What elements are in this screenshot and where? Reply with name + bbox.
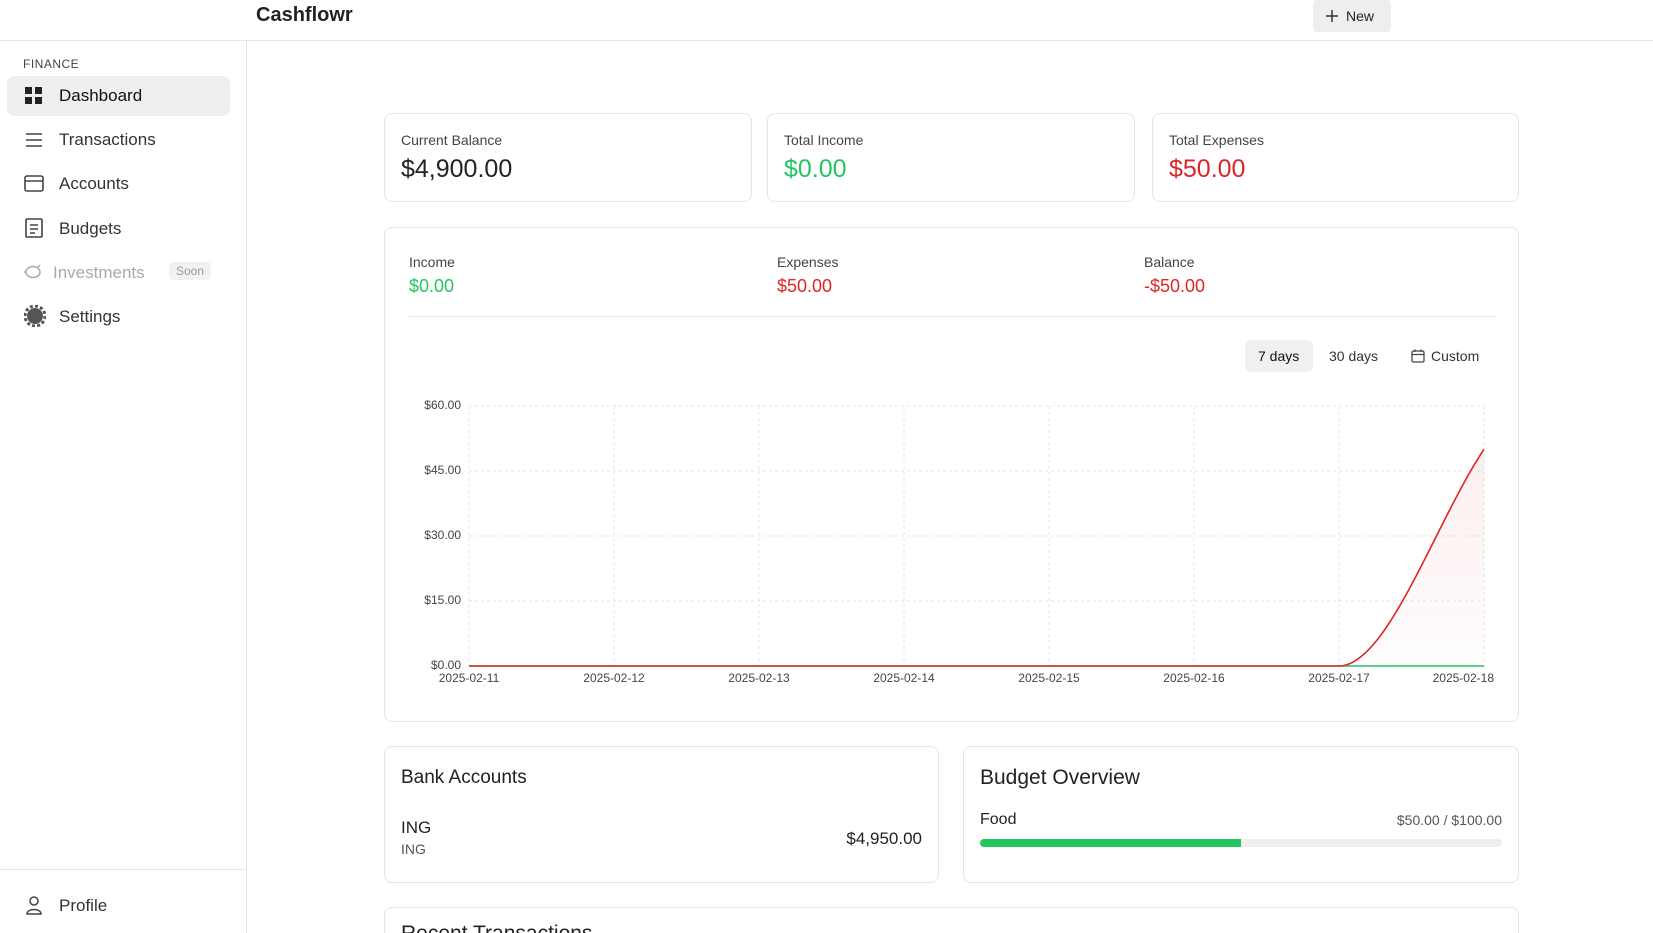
- area: [469, 449, 1484, 666]
- soon-badge: Soon: [169, 262, 212, 280]
- y-tick-label: $60.00: [424, 398, 461, 412]
- nav-active-bg: [7, 76, 230, 116]
- sidebar-border: [246, 40, 247, 933]
- series-line: [468, 448, 1485, 667]
- y-tick-label: $45.00: [424, 463, 461, 477]
- budget-amount: $50.00 / $100.00: [1396, 812, 1502, 828]
- stat-label: Current Balance: [401, 132, 503, 148]
- nav-item[interactable]: Settings: [59, 307, 121, 326]
- calendar-icon: [1411, 349, 1425, 363]
- budget-card: Budget Overview Food $50.00 / $100.00: [963, 746, 1519, 883]
- y-tick-label: $30.00: [424, 528, 461, 542]
- stat-card: Total Income $0.00: [767, 113, 1135, 202]
- nav-item[interactable]: Dashboard: [59, 86, 143, 105]
- recent-transactions-card: Recent Transactions: [384, 907, 1519, 933]
- summary-label: Income: [409, 254, 455, 270]
- card-title: Bank Accounts: [401, 767, 527, 788]
- stat-value: $0.00: [784, 155, 847, 183]
- nav-item[interactable]: Transactions: [59, 130, 156, 149]
- sidebar-footer-border: [0, 869, 246, 870]
- summary-divider: [409, 316, 1496, 317]
- profile-icon: [26, 896, 42, 915]
- summary-value: $50.00: [777, 276, 833, 296]
- x-tick-label: 2025-02-11: [439, 671, 500, 685]
- stat-card: Total Expenses $50.00: [1152, 113, 1519, 202]
- nav-item[interactable]: Accounts: [59, 174, 129, 193]
- new-button[interactable]: New: [1313, 0, 1391, 32]
- x-tick-label: 2025-02-16: [1163, 671, 1225, 685]
- nav-item[interactable]: Budgets: [59, 219, 122, 238]
- range-button[interactable]: Custom: [1431, 348, 1480, 364]
- account-name: ING: [401, 818, 432, 837]
- dashboard-icon: [25, 87, 42, 104]
- card-title: Budget Overview: [980, 766, 1140, 789]
- stat-label: Total Expenses: [1169, 132, 1264, 148]
- transactions-icon: [26, 133, 42, 147]
- summary-value: -$50.00: [1144, 276, 1206, 296]
- stat-card: Current Balance $4,900.00: [384, 113, 752, 202]
- account-balance: $4,950.00: [846, 829, 922, 848]
- plus-icon: [1326, 10, 1338, 22]
- chart-card: Income $0.00 Expenses $50.00 Balance -$5…: [384, 227, 1519, 722]
- range-button[interactable]: 7 days: [1258, 348, 1300, 364]
- header-border: [0, 40, 1653, 41]
- app-title: Cashflowr: [256, 4, 353, 26]
- budget-track: [980, 839, 1502, 847]
- budget-name: Food: [980, 811, 1017, 828]
- chart: $0.00 $15.00 $30.00 $45.00 $60.00 2025-02-11 2…: [424, 398, 1495, 685]
- budgets-icon: [25, 218, 43, 238]
- x-tick-label: 2025-02-18: [1433, 671, 1495, 685]
- summary-label: Expenses: [777, 254, 839, 270]
- investments-icon: [24, 264, 41, 279]
- profile-link[interactable]: Profile: [59, 896, 108, 915]
- bank-accounts-card: Bank Accounts ING ING $4,950.00: [384, 746, 939, 883]
- x-tick-label: 2025-02-15: [1018, 671, 1080, 685]
- stat-label: Total Income: [784, 132, 864, 148]
- summary-label: Balance: [1144, 254, 1195, 270]
- x-tick-label: 2025-02-14: [873, 671, 935, 685]
- section-label: FINANCE: [23, 57, 80, 71]
- account-bank: ING: [401, 841, 426, 857]
- y-tick-label: $15.00: [424, 593, 461, 607]
- x-tick-label: 2025-02-12: [583, 671, 645, 685]
- budget-progress: [980, 839, 1241, 847]
- card-title: Recent Transactions: [401, 922, 592, 933]
- settings-icon: [24, 305, 46, 327]
- summary-value: $0.00: [409, 276, 455, 296]
- nav-item: Investments: [53, 263, 145, 282]
- stat-value: $50.00: [1169, 155, 1246, 183]
- range-active-bg: [1245, 340, 1313, 372]
- new-button-label: New: [1346, 8, 1375, 24]
- range-button[interactable]: 30 days: [1329, 348, 1379, 364]
- accounts-icon: [24, 175, 44, 192]
- stat-value: $4,900.00: [401, 155, 513, 183]
- x-tick-label: 2025-02-17: [1308, 671, 1370, 685]
- y-tick-label: $0.00: [431, 658, 461, 672]
- x-tick-label: 2025-02-13: [728, 671, 790, 685]
